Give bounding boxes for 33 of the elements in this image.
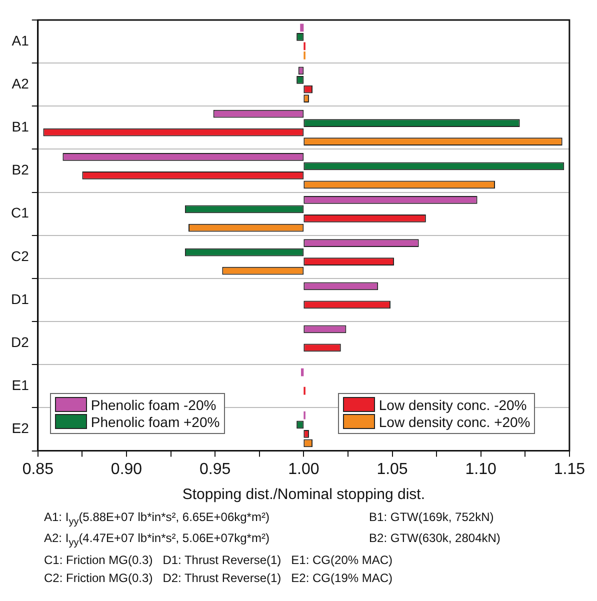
y-tick-label: C2	[10, 248, 30, 264]
text: D1: Thrust Reverse(1)	[162, 552, 282, 567]
text: A2: I$_{yy}$(4.47E+07 lb*in*s², 5.06E+07kg*m²)	[44, 531, 270, 549]
text: C1: Friction MG(0.3)	[44, 552, 153, 567]
text: B1: GTW(169k, 752kN)	[369, 510, 495, 526]
y-tick-label: A1	[12, 32, 30, 48]
text: A1: I$_{yy}$(5.88E+07 lb*in*s², 6.65E+06kg*m²)	[44, 510, 270, 528]
legend-label: Phenolic foam +20%	[90, 414, 220, 430]
y-tick-label: D1	[10, 290, 30, 307]
y-tick-label: E2	[12, 420, 30, 436]
x-tick-label: 0.85	[22, 460, 54, 478]
text: E2: CG(19% MAC)	[291, 570, 393, 585]
x-tick-label: 1.10	[465, 460, 497, 478]
legend-label: Low density conc. -20%	[378, 396, 527, 413]
y-tick-label: D2	[10, 334, 30, 350]
y-tick-label: B1	[12, 118, 30, 135]
text: E1: CG(20% MAC)	[291, 552, 393, 567]
x-tick-label: 1.00	[288, 460, 320, 478]
legend-label: Phenolic foam -20%	[90, 396, 216, 413]
text: C2: Friction MG(0.3)	[44, 570, 153, 585]
legend-label: Low density conc. +20%	[378, 414, 530, 430]
y-tick-label: E1	[12, 377, 30, 394]
x-tick-label: 1.05	[376, 460, 408, 478]
text: D2: Thrust Reverse(1)	[162, 570, 282, 585]
y-tick-label: B2	[12, 162, 30, 178]
text: B2: GTW(630k, 2804kN)	[369, 531, 502, 548]
x-tick-label: 0.95	[200, 460, 231, 478]
x-axis-title: Stopping dist./Nominal stopping dist.	[182, 486, 425, 504]
y-tick-label: A2	[12, 75, 30, 92]
x-tick-label: 1.15	[554, 460, 586, 478]
bar	[300, 24, 304, 32]
x-tick-label: 0.90	[110, 460, 142, 478]
y-tick-label: C1	[10, 204, 30, 221]
